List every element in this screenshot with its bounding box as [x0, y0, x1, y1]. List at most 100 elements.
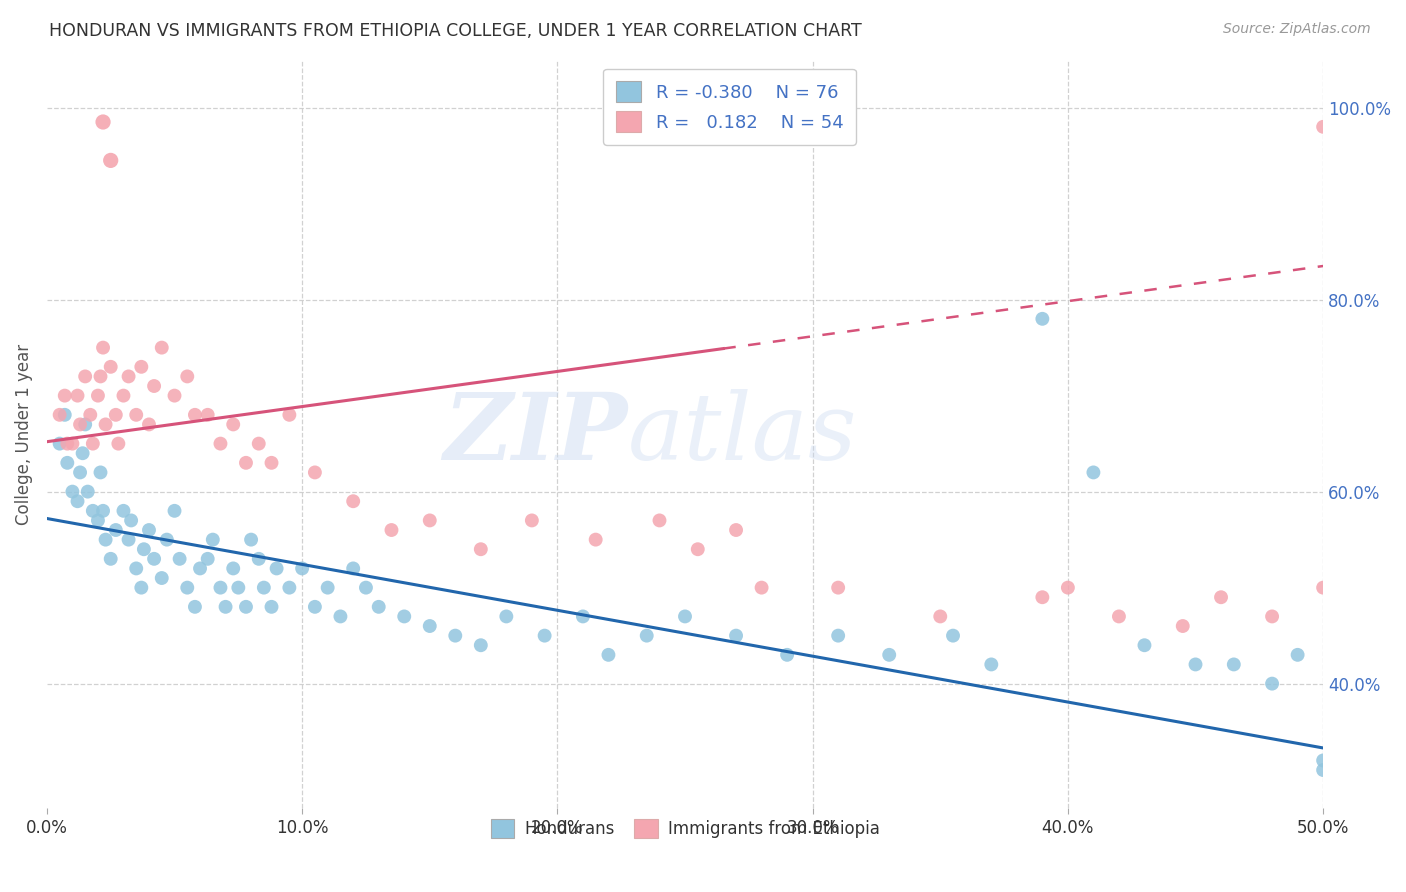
- Point: [1057, 581, 1080, 595]
- Point: [1312, 763, 1334, 777]
- Point: [1209, 591, 1232, 605]
- Point: [104, 408, 127, 422]
- Point: [1223, 657, 1246, 672]
- Point: [197, 408, 219, 422]
- Y-axis label: College, Under 1 year: College, Under 1 year: [15, 343, 32, 524]
- Point: [260, 599, 283, 614]
- Point: [1312, 581, 1334, 595]
- Point: [48, 436, 70, 450]
- Point: [380, 523, 402, 537]
- Point: [342, 494, 364, 508]
- Point: [91, 115, 114, 129]
- Point: [72, 446, 94, 460]
- Point: [278, 581, 301, 595]
- Point: [1031, 311, 1053, 326]
- Point: [163, 504, 186, 518]
- Point: [1083, 466, 1105, 480]
- Point: [776, 648, 799, 662]
- Point: [235, 456, 257, 470]
- Point: [585, 533, 607, 547]
- Point: [143, 551, 166, 566]
- Legend: Hondurans, Immigrants from Ethiopia: Hondurans, Immigrants from Ethiopia: [484, 813, 886, 845]
- Point: [942, 629, 965, 643]
- Point: [107, 436, 129, 450]
- Point: [62, 436, 84, 450]
- Point: [827, 581, 849, 595]
- Point: [112, 389, 135, 403]
- Text: ZIP: ZIP: [443, 389, 627, 479]
- Point: [686, 542, 709, 557]
- Point: [367, 599, 389, 614]
- Point: [1261, 676, 1284, 690]
- Point: [131, 581, 153, 595]
- Point: [87, 513, 110, 527]
- Point: [82, 504, 104, 518]
- Point: [725, 629, 748, 643]
- Point: [150, 341, 173, 355]
- Point: [247, 551, 270, 566]
- Point: [572, 609, 595, 624]
- Point: [253, 581, 276, 595]
- Point: [354, 581, 377, 595]
- Point: [138, 523, 160, 537]
- Point: [120, 513, 142, 527]
- Point: [235, 599, 257, 614]
- Point: [91, 504, 114, 518]
- Point: [247, 436, 270, 450]
- Point: [89, 466, 111, 480]
- Point: [1031, 591, 1053, 605]
- Point: [201, 533, 224, 547]
- Point: [394, 609, 416, 624]
- Point: [980, 657, 1002, 672]
- Point: [69, 417, 91, 432]
- Point: [240, 533, 263, 547]
- Point: [266, 561, 288, 575]
- Point: [1312, 754, 1334, 768]
- Point: [209, 436, 232, 450]
- Point: [163, 389, 186, 403]
- Point: [1286, 648, 1309, 662]
- Point: [176, 369, 198, 384]
- Point: [751, 581, 773, 595]
- Point: [89, 369, 111, 384]
- Point: [222, 417, 245, 432]
- Point: [1312, 120, 1334, 134]
- Point: [75, 369, 97, 384]
- Point: [76, 484, 98, 499]
- Point: [228, 581, 250, 595]
- Point: [82, 436, 104, 450]
- Text: Source: ZipAtlas.com: Source: ZipAtlas.com: [1223, 22, 1371, 37]
- Point: [184, 408, 207, 422]
- Point: [56, 436, 79, 450]
- Point: [169, 551, 191, 566]
- Point: [444, 629, 467, 643]
- Point: [117, 369, 139, 384]
- Point: [143, 379, 166, 393]
- Point: [176, 581, 198, 595]
- Point: [56, 456, 79, 470]
- Point: [53, 408, 76, 422]
- Point: [62, 484, 84, 499]
- Point: [278, 408, 301, 422]
- Point: [470, 638, 492, 652]
- Point: [419, 619, 441, 633]
- Point: [1184, 657, 1206, 672]
- Point: [156, 533, 179, 547]
- Point: [79, 408, 101, 422]
- Point: [117, 533, 139, 547]
- Point: [131, 359, 153, 374]
- Point: [75, 417, 97, 432]
- Point: [1133, 638, 1156, 652]
- Point: [1108, 609, 1130, 624]
- Point: [100, 359, 122, 374]
- Point: [53, 389, 76, 403]
- Point: [877, 648, 900, 662]
- Text: atlas: atlas: [627, 389, 858, 479]
- Point: [636, 629, 658, 643]
- Point: [125, 561, 148, 575]
- Point: [1261, 609, 1284, 624]
- Point: [112, 504, 135, 518]
- Point: [138, 417, 160, 432]
- Point: [184, 599, 207, 614]
- Point: [648, 513, 671, 527]
